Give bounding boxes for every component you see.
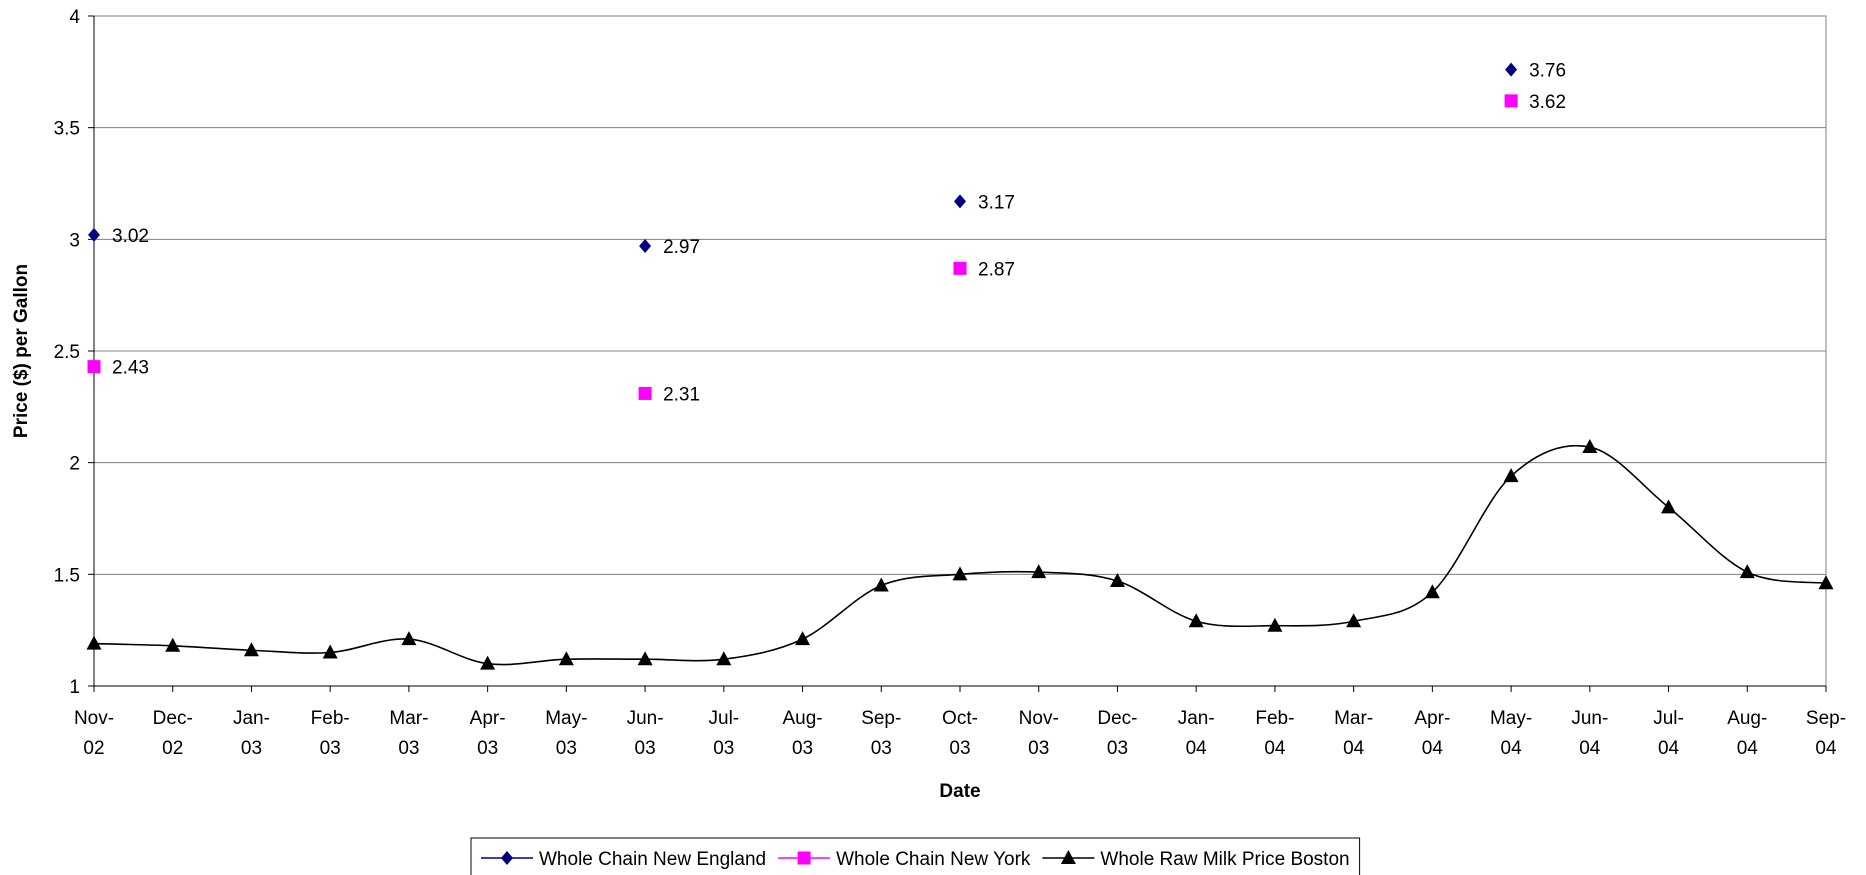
series-0-label-7: 2.97 [663,237,700,258]
series-2-point-9 [795,631,811,646]
x-tick-label-0: Nov-02 [74,708,114,759]
series-0-label-18: 3.76 [1529,61,1566,82]
x-tick-label-1: Dec-02 [153,708,193,759]
legend-label-1: Whole Chain New York [836,849,1031,870]
x-tick-label-4: Mar-03 [389,708,428,759]
series-2 [86,439,1834,670]
series-0-point-18 [1505,62,1518,77]
series-0-label-0: 3.02 [112,226,149,247]
series-2-point-1 [165,637,181,652]
y-tick-label-4: 3 [69,230,80,251]
x-tick-label-3: Feb-03 [311,708,350,759]
legend: Whole Chain New England Whole Chain New Y… [470,837,1361,875]
legend-marker-2 [1060,850,1076,864]
series-2-line [93,444,1827,666]
series-2-point-5 [480,655,496,670]
series-0-point-11 [954,194,966,209]
series-1 [87,94,1518,400]
series-2-point-13 [1109,573,1125,588]
series-0-point-7 [639,239,652,254]
series-2-point-7 [637,651,653,666]
x-tick-label-19: Jun-04 [1571,708,1608,759]
x-tick-label-16: Mar-04 [1334,708,1373,759]
gridlines [94,127,1826,575]
series-1-point-18 [1504,94,1518,108]
series-1-label-0: 2.43 [112,358,149,379]
x-tick-label-18: May-04 [1490,708,1532,759]
series-2-point-8 [716,651,732,666]
y-tick-label-0: 1 [69,677,80,698]
series-2-point-14 [1188,613,1204,628]
series-2-point-15 [1267,617,1283,632]
series-2-point-4 [401,631,417,646]
legend-label-2: Whole Raw Milk Price Boston [1100,849,1349,870]
x-tick-label-17: Apr-04 [1414,708,1450,759]
series-2-point-22 [1818,575,1834,590]
x-tick-label-13: Dec-03 [1097,708,1137,759]
legend-label-0: Whole Chain New England [539,849,766,870]
series-2-point-17 [1424,584,1440,599]
series-2-point-2 [243,642,259,657]
x-tick-label-5: Apr-03 [470,708,506,759]
series-0-label-11: 3.17 [978,192,1015,213]
x-tick-label-21: Aug-04 [1727,708,1767,759]
series-2-point-21 [1739,564,1755,579]
y-tick-label-2: 2 [69,454,80,475]
x-tick-label-2: Jan-03 [233,708,270,759]
legend-item-0: Whole Chain New England [481,849,766,870]
series-layer [86,62,1834,670]
series-2-point-11 [952,566,968,581]
legend-marker-0 [501,851,513,865]
series-2-point-10 [873,577,889,592]
series-0-point-0 [88,227,100,242]
series-1-label-7: 2.31 [663,384,700,405]
series-2-point-20 [1661,499,1677,514]
x-tick-label-7: Jun-03 [627,708,664,759]
series-2-point-0 [86,635,102,650]
y-tick-label-6: 4 [69,7,80,28]
x-tick-label-14: Jan-04 [1178,708,1215,759]
series-1-point-11 [953,261,967,275]
series-2-point-3 [322,644,338,659]
legend-marker-1 [797,851,811,865]
series-2-point-12 [1031,564,1047,579]
series-1-label-11: 2.87 [978,259,1015,280]
series-2-point-19 [1582,439,1598,454]
series-1-point-0 [87,360,101,374]
x-tick-label-11: Oct-03 [942,708,978,759]
y-tick-label-1: 1.5 [54,565,80,586]
x-axis-title: Date [939,781,980,802]
series-0 [88,62,1518,254]
x-tick-label-6: May-03 [545,708,587,759]
axes: 1 1.5 2 2.5 3 3.5 4 Nov-02 Dec-02 Jan-03 Feb-03 Mar… [54,7,1846,759]
legend-item-1: Whole Chain New York [778,849,1031,870]
x-tick-label-20: Jul-04 [1653,708,1684,759]
x-tick-label-10: Sep-03 [861,708,901,759]
y-tick-label-5: 3.5 [54,119,80,140]
x-tick-label-22: Sep-04 [1806,708,1846,759]
x-tick-label-15: Feb-04 [1255,708,1294,759]
series-1-point-7 [638,386,652,400]
x-tick-label-8: Jul-03 [709,708,740,759]
series-2-point-18 [1503,468,1519,483]
y-tick-label-3: 2.5 [54,342,80,363]
series-2-point-16 [1346,613,1362,628]
series-2-point-6 [558,651,574,666]
legend-box [470,837,1361,875]
data-labels: 3.02 2.97 3.17 3.76 2.43 2.31 2.87 3.62 [112,61,1566,406]
series-1-label-18: 3.62 [1529,92,1566,113]
y-axis-title: Price ($) per Gallon [11,264,32,438]
x-tick-label-9: Aug-03 [782,708,822,759]
legend-item-2: Whole Raw Milk Price Boston [1042,849,1350,870]
x-tick-label-12: Nov-03 [1019,708,1059,759]
